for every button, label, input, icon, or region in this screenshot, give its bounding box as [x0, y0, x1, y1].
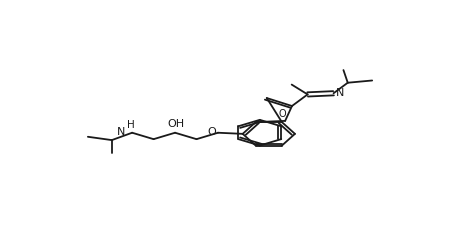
Text: N: N — [117, 128, 125, 137]
Text: N: N — [336, 88, 344, 98]
Text: OH: OH — [166, 118, 184, 129]
Text: O: O — [207, 127, 215, 137]
Text: O: O — [277, 109, 285, 119]
Text: H: H — [127, 120, 134, 130]
